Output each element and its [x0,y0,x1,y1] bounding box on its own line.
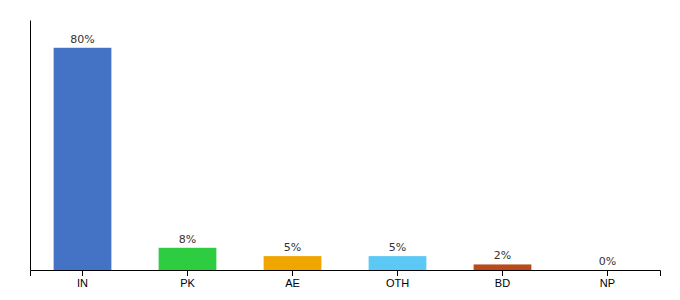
x-tick-label: PK [180,277,195,289]
x-tick: BD [495,270,510,289]
x-tick: NP [600,270,615,289]
data-label: 8% [179,233,196,246]
x-tick-mark [187,270,188,276]
x-tick-label: AE [285,277,300,289]
x-tick-label: BD [495,277,510,289]
x-tick: AE [285,270,300,289]
chart-svg: 80% 8% 5% 5% 2% 0% IN PK AE OTH BD NP [0,0,680,300]
data-label: 80% [70,33,94,46]
bar [54,48,112,270]
bar [474,264,532,270]
x-axis: IN PK AE OTH BD NP [31,270,661,289]
x-tick-mark [397,270,398,276]
x-tick-label: NP [600,277,615,289]
data-label: 5% [389,241,406,254]
bar [579,270,637,271]
bar [264,256,322,270]
y-axis-line [30,21,31,271]
x-tick-mark [292,270,293,276]
chart-container: 80% 8% 5% 5% 2% 0% IN PK AE OTH BD NP [0,0,680,300]
x-axis-line [31,271,661,277]
data-label: 5% [284,241,301,254]
x-tick: IN [77,270,88,289]
x-tick-mark [82,270,83,276]
data-labels: 80% 8% 5% 5% 2% 0% [70,33,616,268]
x-tick-mark [502,270,503,276]
data-label: 0% [599,255,616,268]
plot-area: 80% 8% 5% 5% 2% 0% IN PK AE OTH BD NP [31,21,661,289]
x-tick-label: OTH [386,277,409,289]
x-tick: OTH [386,270,409,289]
bars [54,48,532,270]
x-tick: PK [180,270,195,289]
data-label: 2% [494,249,511,262]
x-tick-mark [607,270,608,276]
bar [159,248,217,270]
bar [369,256,427,270]
x-tick-label: IN [77,277,88,289]
y-axis [30,21,31,271]
